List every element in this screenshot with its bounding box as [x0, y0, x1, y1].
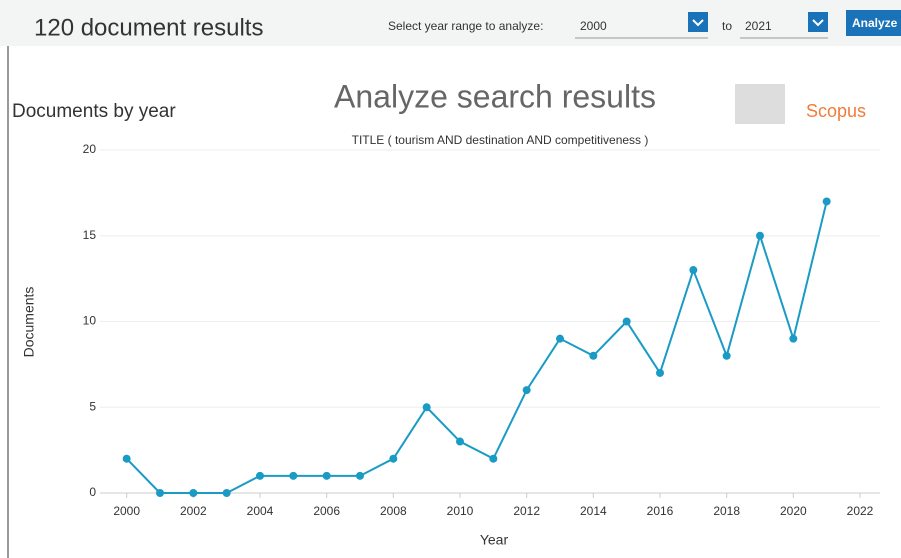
data-point [489, 454, 498, 463]
x-tick-label: 2016 [647, 504, 674, 518]
data-point [822, 197, 831, 206]
data-point [756, 231, 764, 240]
to-label: to [722, 19, 732, 33]
x-tick-label: 2020 [780, 504, 807, 518]
data-point [456, 437, 464, 446]
range-label: Select year range to analyze: [388, 19, 543, 33]
data-point [556, 334, 564, 343]
chart-title: Analyze search results [334, 78, 656, 114]
to-dropdown[interactable] [808, 12, 828, 32]
chart-subtitle: TITLE ( tourism AND destination AND comp… [352, 133, 649, 147]
x-tick-label: 2014 [580, 504, 607, 518]
data-point [389, 454, 398, 463]
results-count: 120 document results [34, 14, 263, 41]
y-tick-label: 0 [89, 485, 96, 499]
data-point [289, 471, 298, 480]
elsevier-logo [735, 84, 785, 124]
chevron [812, 19, 824, 27]
data-point [656, 368, 664, 377]
x-tick-label: 2002 [180, 504, 207, 518]
x-tick-label: 2000 [113, 504, 140, 518]
data-point [422, 403, 431, 412]
y-tick-label: 5 [89, 399, 96, 413]
data-point [689, 266, 698, 275]
x-tick-label: 2010 [447, 504, 474, 518]
data-point [789, 334, 798, 343]
to-year[interactable]: 2021 [745, 19, 772, 33]
x-tick-label: 2008 [380, 504, 407, 518]
y-tick-label: 20 [83, 142, 97, 156]
data-point [222, 489, 231, 497]
y-tick-label: 15 [83, 228, 97, 242]
y-axis-label: Documents [21, 287, 37, 358]
data-point [322, 471, 331, 480]
from-dropdown[interactable] [688, 12, 708, 32]
series-line [125, 201, 828, 494]
chart-heading: Documents by year [12, 101, 176, 122]
y-tick-label: 10 [83, 314, 97, 328]
data-point [722, 351, 731, 360]
brand: Scopus [806, 101, 866, 121]
x-tick-label: 2012 [513, 504, 540, 518]
data-point [256, 471, 264, 480]
data-point [589, 351, 598, 360]
x-tick-label: 2018 [713, 504, 740, 518]
x-tick-label: 2022 [847, 504, 874, 518]
data-point [122, 454, 131, 463]
data-point [356, 471, 364, 480]
data-point [522, 386, 531, 395]
data-point [156, 489, 164, 497]
analyze-button[interactable] [846, 10, 901, 36]
x-tick-label: 2006 [313, 504, 340, 518]
from-year[interactable]: 2000 [580, 19, 607, 33]
data-point [622, 317, 631, 326]
data-point [189, 489, 198, 497]
chevron [692, 19, 704, 27]
x-tick-label: 2004 [247, 504, 274, 518]
analyze-button-label[interactable]: Analyze [852, 16, 898, 30]
x-axis-label: Year [480, 532, 509, 548]
